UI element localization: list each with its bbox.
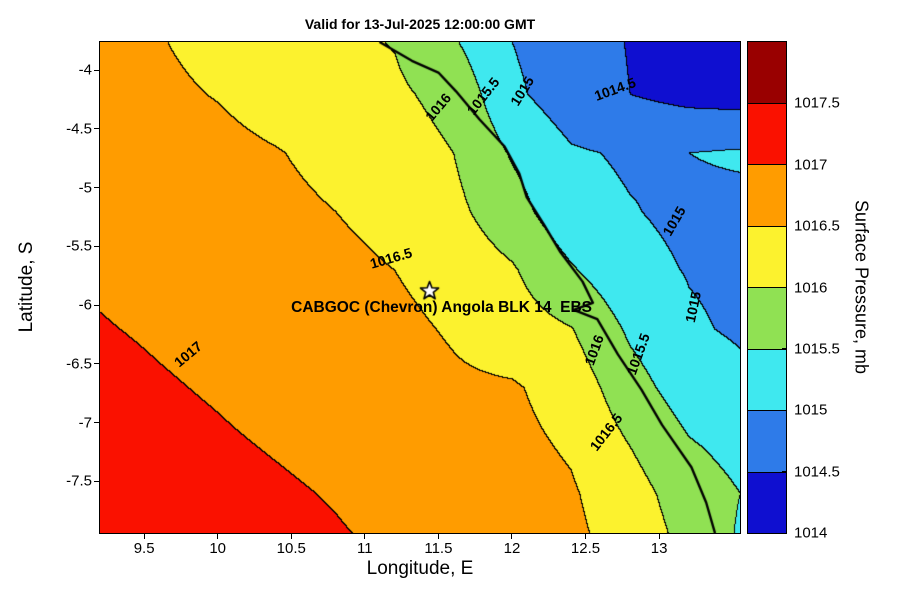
- colorbar-tick-mark: [782, 225, 786, 227]
- x-tick-mark: [585, 534, 587, 539]
- colorbar-tick-mark: [782, 102, 786, 104]
- colorbar-label: Surface Pressure, mb: [851, 199, 872, 375]
- colorbar-cell: [748, 287, 786, 349]
- y-tick-label: -4.5: [66, 120, 92, 138]
- colorbar-tick-label: 1015.5: [794, 340, 840, 358]
- y-tick-label: -7: [78, 414, 92, 432]
- x-tick-mark: [217, 534, 219, 539]
- colorbar-tick-label: 1014.5: [794, 463, 840, 481]
- colorbar-cell: [748, 348, 786, 410]
- x-tick-label: 13: [650, 540, 668, 557]
- y-tick-mark: [94, 480, 99, 482]
- x-axis-label: Longitude, E: [366, 558, 474, 579]
- colorbar-tick-mark: [782, 471, 786, 473]
- y-tick-mark: [94, 69, 99, 71]
- colorbar-tick-label: 1014: [794, 524, 828, 542]
- plot-frame: [99, 41, 741, 534]
- colorbar: [747, 41, 787, 534]
- colorbar-cell: [748, 225, 786, 287]
- colorbar-tick-mark: [782, 287, 786, 288]
- x-tick-mark: [511, 534, 513, 539]
- x-tick-mark: [364, 534, 366, 539]
- x-tick-label: 12.5: [570, 540, 601, 557]
- colorbar-tick-mark: [782, 348, 786, 350]
- x-tick-mark: [143, 534, 145, 539]
- x-tick-label: 9.5: [133, 540, 155, 557]
- y-axis-label: Latitude, S: [16, 241, 37, 333]
- x-tick-label: 12: [503, 540, 521, 557]
- colorbar-cell: [748, 164, 786, 226]
- x-tick-mark: [658, 534, 660, 539]
- y-tick-label: -4: [78, 61, 92, 79]
- y-tick-mark: [94, 422, 99, 424]
- y-tick-mark: [94, 187, 99, 189]
- station-label: CABGOC (Chevron) Angola BLK 14 EBS: [291, 299, 592, 317]
- plot-title: Valid for 13-Jul-2025 12:00:00 GMT: [304, 16, 536, 32]
- colorbar-tick-label: 1015: [794, 401, 828, 419]
- colorbar-tick-label: 1016: [794, 279, 828, 296]
- colorbar-tick-mark: [782, 164, 786, 166]
- y-tick-label: -5.5: [66, 237, 92, 255]
- colorbar-tick-mark: [782, 532, 786, 534]
- x-tick-mark: [437, 534, 439, 539]
- x-tick-label: 11: [357, 540, 373, 557]
- y-tick-mark: [94, 304, 99, 306]
- x-tick-label: 10.5: [276, 540, 306, 557]
- colorbar-tick-label: 1017.5: [794, 94, 840, 112]
- x-tick-mark: [290, 534, 292, 539]
- y-tick-mark: [94, 128, 99, 130]
- y-tick-label: -7.5: [66, 472, 92, 490]
- colorbar-tick-mark: [782, 409, 786, 411]
- colorbar-tick-label: 1017: [794, 156, 828, 174]
- colorbar-cell: [748, 102, 786, 164]
- x-tick-label: 10: [209, 540, 227, 557]
- colorbar-cell: [748, 471, 786, 533]
- y-tick-label: -6: [78, 296, 92, 314]
- colorbar-tick-label: 1016.5: [794, 217, 840, 235]
- contour-map-canvas: [100, 42, 740, 533]
- x-tick-label: 11.5: [424, 540, 453, 557]
- colorbar-cells: [748, 42, 786, 533]
- colorbar-cell: [748, 42, 786, 103]
- colorbar-cell: [748, 410, 786, 472]
- y-tick-mark: [94, 363, 99, 365]
- y-tick-label: -5: [78, 179, 92, 197]
- y-tick-mark: [94, 245, 99, 247]
- y-tick-label: -6.5: [66, 355, 92, 373]
